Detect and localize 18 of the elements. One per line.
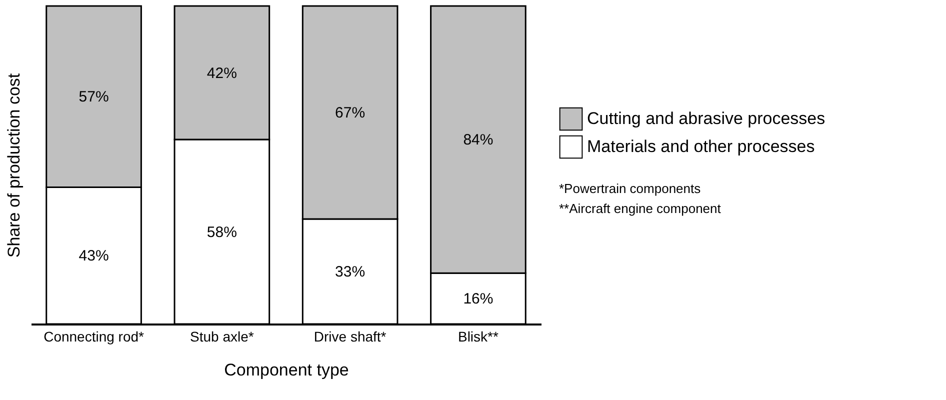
text: *Powertrain components [559,181,702,196]
data-label: 84% [463,132,494,149]
legend-label: Cutting and abrasive processes [587,109,826,128]
data-label: 58% [206,224,237,241]
data-label: 43% [78,248,109,265]
data-label: 42% [206,64,237,82]
x-tick-label: Drive shaft* [314,328,387,344]
x-tick-label: Blisk** [458,328,499,344]
data-label: 57% [78,88,109,106]
text: **Aircraft engine component [559,201,722,216]
data-label: 33% [335,264,366,281]
legend-label: Materials and other processes [587,137,815,156]
data-label: 16% [463,290,494,308]
y-axis-title: Share of production cost [4,73,24,258]
x-axis-title: Component type [224,360,349,380]
x-tick-label: Connecting rod* [44,328,145,344]
data-label: 67% [335,104,366,122]
x-tick-label: Stub axle* [190,328,254,344]
